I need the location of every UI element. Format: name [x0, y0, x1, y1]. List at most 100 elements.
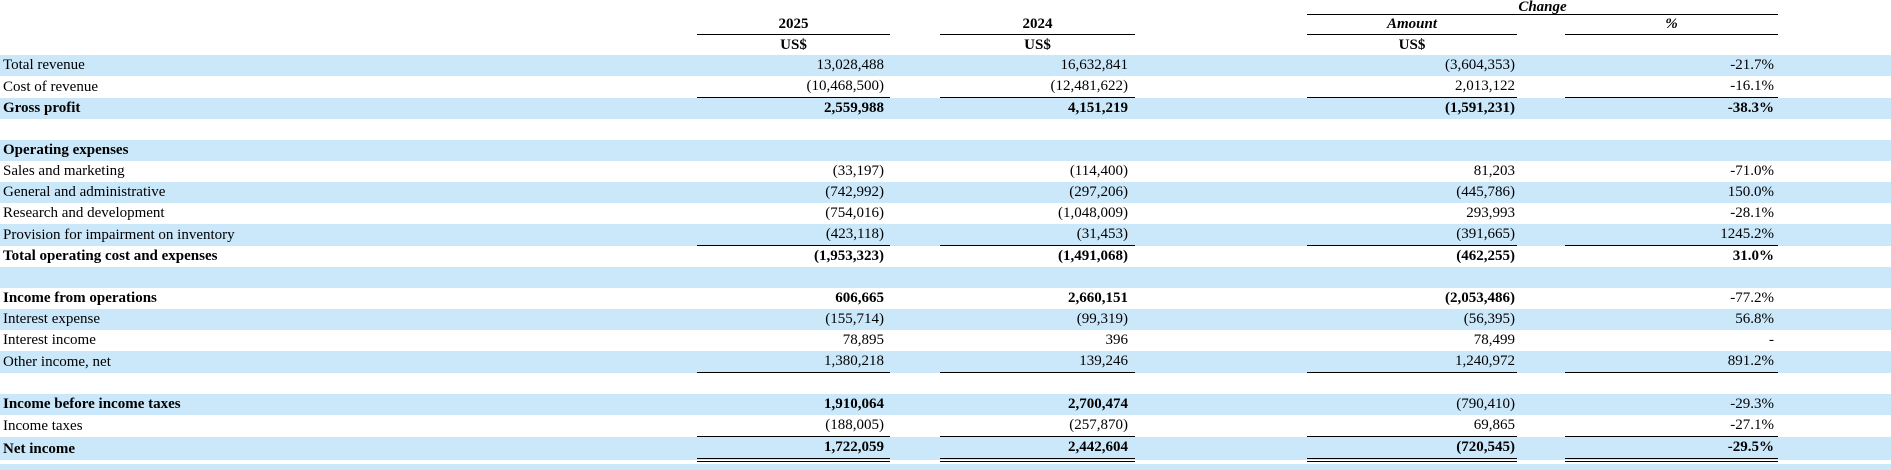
value-change-amount: (445,786) [1307, 182, 1517, 203]
change-amount-header: Amount [1307, 14, 1517, 35]
value-2024: (31,453) [940, 224, 1135, 246]
change-header: Change [1307, 0, 1779, 15]
currency-label-2024: US$ [1024, 37, 1051, 53]
value-change-amount: (1,591,231) [1307, 97, 1517, 119]
value-change-percent: 150.0% [1565, 182, 1779, 203]
row-label: Income before income taxes [0, 394, 697, 415]
column-header-row: 2025 2024 Amount % [0, 14, 1891, 35]
value-2024: 2,700,474 [940, 394, 1135, 415]
value-change-percent [1565, 140, 1779, 161]
value-change-percent: 891.2% [1565, 351, 1779, 373]
row-label: Interest income [3, 332, 96, 348]
table-row: Other income, net 1,380,218 139,246 1,240,9… [0, 351, 1891, 373]
table-row: Interest income 78,895 396 78,499 - [0, 330, 1891, 351]
value-2025: 2,559,988 [697, 97, 890, 119]
table-row: Gross profit 2,559,988 4,151,219 (1,591,231… [0, 97, 1891, 119]
value-change-percent: - [1769, 332, 1775, 348]
table-row: Income before income taxes 1,910,064 2,700… [0, 394, 1891, 415]
change-percent-header: % [1565, 14, 1779, 35]
value-change-amount [1307, 140, 1517, 161]
row-label: Cost of revenue [3, 78, 98, 95]
currency-label-2025: US$ [780, 37, 807, 53]
value-change-percent: -71.0% [1730, 163, 1775, 179]
value-2025: 78,895 [842, 332, 884, 348]
table-row: Interest expense (155,714) (99,319) (56,395… [0, 309, 1891, 330]
table-row: Sales and marketing (33,197) (114,400) 81,2… [0, 161, 1891, 182]
value-2025: (33,197) [832, 163, 884, 179]
table-row: Operating expenses [0, 140, 1891, 161]
row-label: Income taxes [3, 417, 83, 434]
value-2024: 2,442,604 [940, 436, 1135, 462]
value-2025: 1,910,064 [697, 394, 890, 415]
value-change-amount: 78,499 [1473, 332, 1515, 348]
value-change-amount: 1,240,972 [1307, 351, 1517, 373]
table-row: Income taxes (188,005) (257,870) 69,865 -27.… [0, 415, 1891, 437]
value-change-amount: 293,993 [1466, 205, 1515, 221]
table-row: Research and development (754,016) (1,048,… [0, 203, 1891, 224]
currency-label-amount: US$ [1398, 37, 1426, 53]
label-column-header [0, 15, 697, 35]
header-spacer [0, 0, 1307, 15]
row-label: Gross profit [0, 97, 697, 119]
row-label: Total operating cost and expenses [3, 248, 218, 264]
row-label: Net income [0, 436, 697, 460]
value-change-percent: -77.2% [1730, 290, 1775, 306]
value-change-amount: (2,053,486) [1445, 290, 1515, 306]
spacer-row [0, 373, 1891, 395]
value-change-percent: 56.8% [1565, 309, 1779, 330]
value-2024: (1,048,009) [1058, 205, 1128, 221]
year-2024-header: 2024 [940, 14, 1135, 35]
year-2025-header: 2025 [697, 14, 890, 35]
value-2025: (10,468,500) [697, 76, 890, 98]
value-2025: 1,380,218 [697, 351, 890, 373]
value-2025: (188,005) [697, 415, 890, 437]
value-2024: (297,206) [940, 182, 1135, 203]
value-2025: (1,953,323) [814, 248, 884, 264]
header-tail [1778, 0, 1891, 15]
table-body: Total revenue 13,028,488 16,632,841 (3,604,… [0, 55, 1891, 462]
value-change-percent: -28.1% [1730, 205, 1775, 221]
table-row: Total revenue 13,028,488 16,632,841 (3,604,… [0, 55, 1891, 76]
value-change-amount: 2,013,122 [1307, 76, 1517, 98]
value-change-percent: -16.1% [1565, 76, 1779, 98]
value-change-amount: 69,865 [1307, 415, 1517, 437]
value-2025: (155,714) [697, 309, 890, 330]
row-label: Other income, net [0, 351, 697, 373]
table-row: Total operating cost and expenses (1,953,… [0, 246, 1891, 268]
value-2025: 1,722,059 [697, 436, 890, 462]
row-label: Total revenue [0, 55, 697, 76]
filler-row-shaded [0, 464, 1891, 470]
row-label: Provision for impairment on inventory [0, 224, 697, 246]
row-label: General and administrative [0, 182, 697, 203]
row-label: Interest expense [0, 309, 697, 330]
value-change-percent: -21.7% [1565, 55, 1779, 76]
row-label: Income from operations [3, 290, 157, 306]
value-2024: 16,632,841 [940, 55, 1135, 76]
table-row: Net income 1,722,059 2,442,604 (720,545) -29… [0, 436, 1891, 462]
value-2024: (114,400) [1069, 163, 1128, 179]
value-change-percent: -29.5% [1565, 436, 1779, 462]
value-2024: (12,481,622) [940, 76, 1135, 98]
table-row: Income from operations 606,665 2,660,151 (2… [0, 288, 1891, 309]
value-change-percent: -27.1% [1565, 415, 1779, 437]
value-change-percent: -29.3% [1565, 394, 1779, 415]
value-2025: (754,016) [825, 205, 884, 221]
value-change-percent: -38.3% [1565, 97, 1779, 119]
value-2024: 2,660,151 [1068, 290, 1128, 306]
value-2024: 4,151,219 [940, 97, 1135, 119]
value-change-amount: (3,604,353) [1307, 55, 1517, 76]
value-change-amount: (462,255) [1456, 248, 1515, 264]
change-header-row: Change [0, 0, 1891, 15]
value-change-amount: (720,545) [1307, 436, 1517, 462]
spacer-row [0, 267, 1891, 288]
table-row: Provision for impairment on inventory (42… [0, 224, 1891, 246]
value-2024: 396 [1105, 332, 1129, 348]
value-change-amount: (391,665) [1307, 224, 1517, 246]
row-label: Research and development [3, 205, 165, 221]
value-2024: (1,491,068) [1058, 248, 1128, 264]
value-change-amount: (790,410) [1307, 394, 1517, 415]
value-2024: 139,246 [940, 351, 1135, 373]
value-2024: (257,870) [940, 415, 1135, 437]
currency-header-row: US$ US$ US$ [0, 35, 1891, 56]
